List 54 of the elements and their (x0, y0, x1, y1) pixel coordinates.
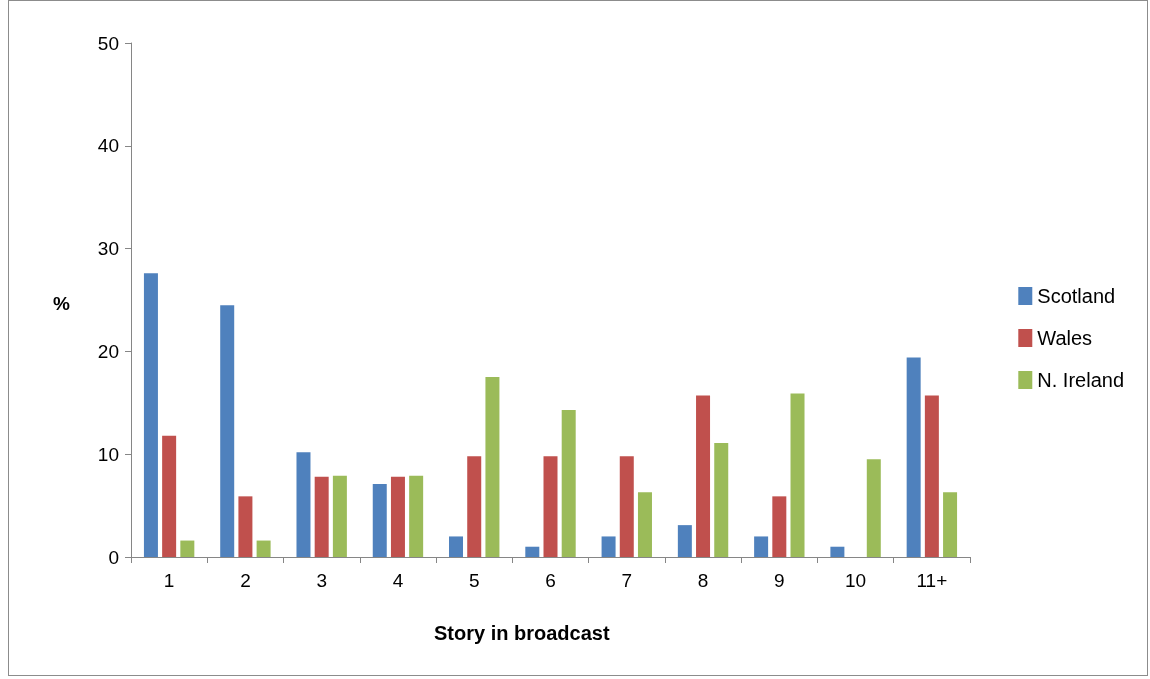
bar (332, 475, 347, 557)
bar (754, 536, 769, 557)
bar (619, 456, 634, 557)
bar (924, 395, 939, 557)
x-tick-label: 3 (316, 570, 327, 591)
bar (790, 393, 805, 557)
x-tick-label: 1 (163, 570, 175, 591)
y-tick-label: 30 (97, 238, 119, 260)
x-tick-label: 4 (392, 570, 404, 591)
y-tick-label: 50 (97, 32, 119, 54)
bar (180, 540, 195, 557)
bar (525, 546, 540, 557)
bar (162, 435, 177, 557)
x-tick-label: 6 (545, 570, 556, 591)
bar (906, 357, 921, 557)
bar (296, 452, 311, 557)
bar (314, 476, 329, 557)
x-tick-label: 11+ (916, 570, 948, 591)
x-tick-label: 10 (845, 570, 867, 591)
bar (943, 492, 958, 557)
bar (485, 377, 500, 557)
bar (714, 442, 729, 557)
bar (238, 496, 253, 557)
bar (561, 410, 576, 557)
x-tick-label: 8 (697, 570, 709, 591)
x-tick-label: 7 (621, 570, 633, 591)
bar (372, 484, 387, 557)
bar (772, 496, 787, 557)
x-axis-title: Story in broadcast (434, 622, 610, 644)
x-tick-label: 9 (774, 570, 785, 591)
y-tick-label: 10 (97, 443, 119, 465)
bar (256, 540, 271, 557)
bar (601, 536, 616, 557)
bar (409, 475, 424, 557)
bar (543, 456, 558, 557)
y-tick-label: 0 (108, 546, 119, 568)
bar (866, 459, 881, 557)
bar (696, 395, 711, 557)
bar (830, 546, 845, 557)
y-axis-title: % (53, 293, 70, 314)
legend-label: N. Ireland (1037, 369, 1125, 391)
legend-label: Wales (1037, 327, 1093, 349)
bar (220, 305, 235, 557)
bar (677, 525, 692, 557)
bar (467, 456, 482, 557)
bar (449, 536, 464, 557)
bar (143, 273, 158, 557)
y-tick-label: 40 (97, 135, 119, 157)
y-tick-label: 20 (97, 340, 119, 362)
bar (390, 476, 405, 557)
x-tick-label: 2 (240, 570, 251, 591)
legend-label: Scotland (1037, 285, 1116, 307)
x-tick-label: 5 (468, 570, 480, 591)
bar (637, 492, 652, 557)
